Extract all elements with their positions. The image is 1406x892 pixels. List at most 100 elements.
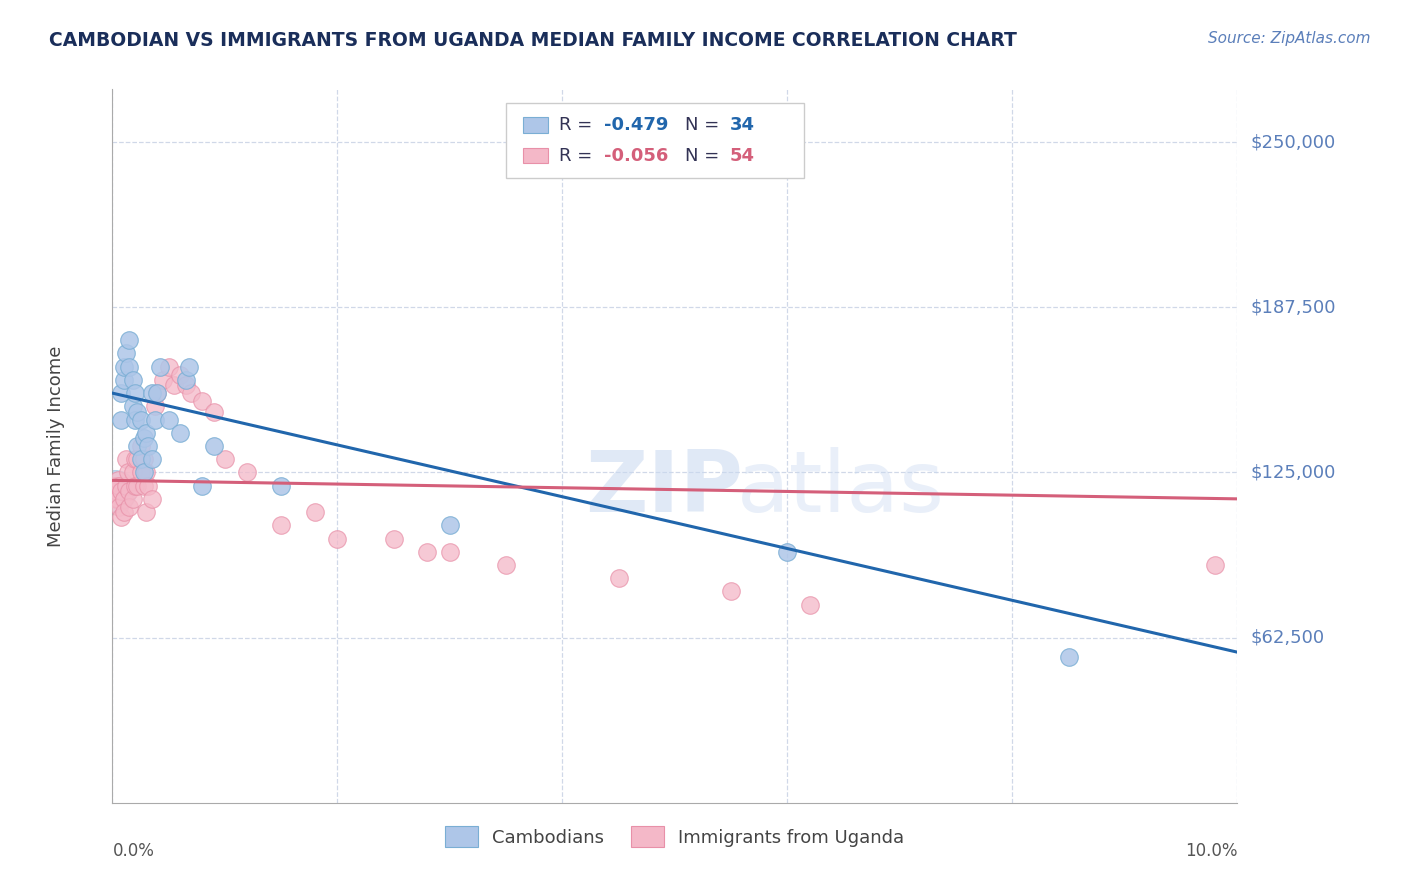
- Point: [115, 478, 138, 492]
- Point: [104, 483, 127, 498]
- Point: [143, 400, 166, 414]
- Point: [112, 373, 135, 387]
- Point: [124, 412, 146, 426]
- Point: [174, 373, 197, 387]
- Text: N =: N =: [685, 116, 725, 134]
- Point: [157, 412, 180, 426]
- Point: [169, 425, 191, 440]
- Point: [132, 452, 155, 467]
- Text: Source: ZipAtlas.com: Source: ZipAtlas.com: [1208, 31, 1371, 46]
- Text: $250,000: $250,000: [1251, 133, 1336, 151]
- Bar: [523, 117, 548, 133]
- Point: [214, 452, 236, 467]
- Text: -0.479: -0.479: [605, 116, 668, 134]
- Point: [270, 518, 292, 533]
- Point: [104, 478, 127, 492]
- Point: [115, 452, 138, 467]
- Point: [169, 368, 191, 382]
- Text: Median Family Income: Median Family Income: [48, 345, 65, 547]
- Point: [121, 491, 143, 506]
- Text: 10.0%: 10.0%: [1185, 842, 1237, 860]
- Point: [132, 431, 155, 445]
- Text: 34: 34: [730, 116, 755, 134]
- Text: N =: N =: [685, 146, 725, 164]
- Point: [118, 483, 141, 498]
- Point: [107, 474, 129, 488]
- Point: [121, 400, 143, 414]
- Point: [138, 478, 160, 492]
- Point: [110, 386, 132, 401]
- Point: [132, 478, 155, 492]
- Point: [104, 478, 127, 492]
- Point: [132, 466, 155, 480]
- Text: $125,000: $125,000: [1251, 464, 1336, 482]
- Text: $187,500: $187,500: [1251, 298, 1336, 317]
- Point: [124, 478, 146, 492]
- Point: [270, 478, 292, 492]
- Point: [177, 359, 200, 374]
- Point: [108, 478, 131, 492]
- Point: [141, 386, 163, 401]
- Point: [141, 491, 163, 506]
- Point: [129, 466, 152, 480]
- Text: $62,500: $62,500: [1251, 629, 1324, 647]
- Point: [127, 452, 149, 467]
- Point: [138, 439, 160, 453]
- Point: [202, 404, 225, 418]
- Text: R =: R =: [560, 116, 598, 134]
- Point: [115, 346, 138, 360]
- Point: [108, 500, 131, 514]
- Point: [191, 394, 214, 409]
- Bar: [523, 148, 548, 163]
- Text: -0.056: -0.056: [605, 146, 668, 164]
- Point: [152, 373, 174, 387]
- Point: [143, 412, 166, 426]
- Point: [127, 404, 149, 418]
- Point: [202, 439, 225, 453]
- Text: ZIP: ZIP: [585, 447, 742, 531]
- Point: [304, 505, 326, 519]
- Point: [118, 500, 141, 514]
- Point: [416, 545, 439, 559]
- Point: [141, 452, 163, 467]
- Point: [110, 412, 132, 426]
- Point: [124, 386, 146, 401]
- Text: CAMBODIAN VS IMMIGRANTS FROM UGANDA MEDIAN FAMILY INCOME CORRELATION CHART: CAMBODIAN VS IMMIGRANTS FROM UGANDA MEDI…: [49, 31, 1017, 50]
- Point: [104, 491, 127, 506]
- Text: atlas: atlas: [737, 447, 945, 531]
- Point: [149, 359, 172, 374]
- Point: [135, 425, 157, 440]
- Point: [174, 378, 197, 392]
- Point: [439, 518, 461, 533]
- Point: [129, 452, 152, 467]
- Point: [1204, 558, 1226, 572]
- Point: [117, 466, 139, 480]
- Text: 0.0%: 0.0%: [112, 842, 155, 860]
- Point: [191, 478, 214, 492]
- Point: [607, 571, 630, 585]
- Point: [112, 491, 135, 506]
- Point: [146, 386, 169, 401]
- Point: [135, 466, 157, 480]
- Point: [382, 532, 405, 546]
- Point: [129, 439, 152, 453]
- Point: [163, 378, 186, 392]
- Text: 54: 54: [730, 146, 755, 164]
- Point: [129, 412, 152, 426]
- Point: [1057, 650, 1080, 665]
- Point: [157, 359, 180, 374]
- Point: [146, 386, 169, 401]
- Point: [112, 505, 135, 519]
- Point: [110, 510, 132, 524]
- Point: [799, 598, 821, 612]
- Point: [110, 483, 132, 498]
- Point: [135, 505, 157, 519]
- Point: [127, 478, 149, 492]
- Point: [118, 359, 141, 374]
- Legend: Cambodians, Immigrants from Uganda: Cambodians, Immigrants from Uganda: [439, 819, 911, 855]
- Point: [121, 373, 143, 387]
- FancyBboxPatch shape: [506, 103, 804, 178]
- Point: [180, 386, 202, 401]
- Point: [121, 466, 143, 480]
- Point: [776, 545, 799, 559]
